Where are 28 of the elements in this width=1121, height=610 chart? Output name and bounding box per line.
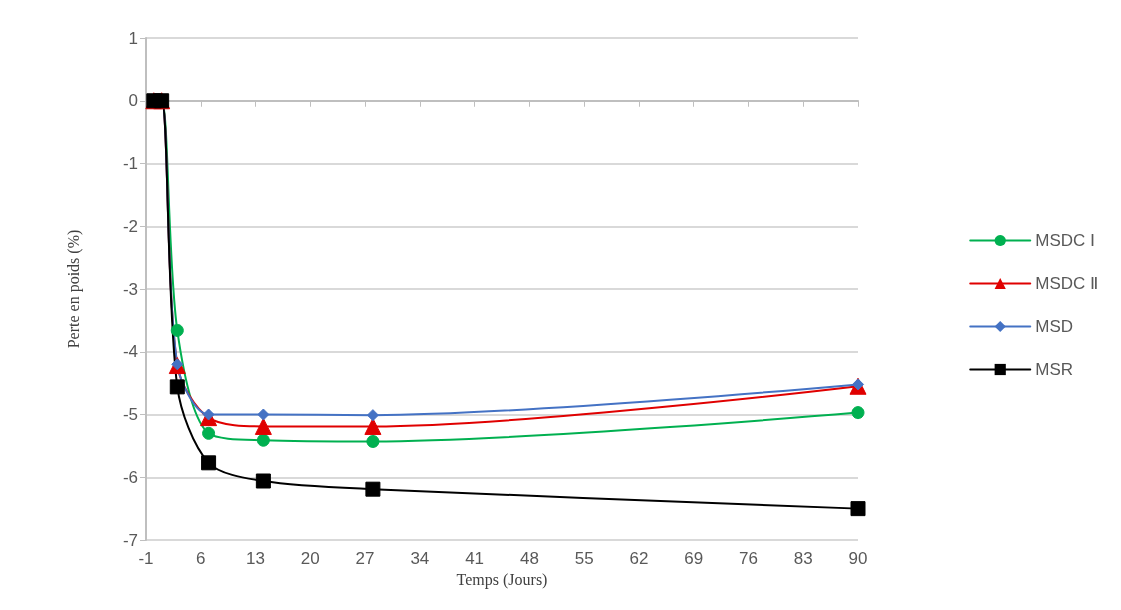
x-tick-label: 13 xyxy=(246,549,265,568)
y-tick-label: -4 xyxy=(122,342,138,362)
y-tick-label: -2 xyxy=(122,216,138,236)
x-tick-label: 27 xyxy=(355,549,375,568)
y-tick-label: -1 xyxy=(122,154,138,173)
legend-label: MSR xyxy=(1035,360,1073,379)
y-tick-label: -7 xyxy=(122,530,138,550)
x-tick-label: 90 xyxy=(848,549,868,568)
x-tick-label: 76 xyxy=(739,549,758,568)
x-tick-label: 6 xyxy=(196,549,206,568)
y-tick-label: 1 xyxy=(128,28,138,48)
y-axis-title: Perte en poids (%) xyxy=(64,229,83,349)
y-tick-label: 0 xyxy=(128,91,138,111)
x-tick-label: 48 xyxy=(519,549,539,568)
y-tick-label: -6 xyxy=(122,467,138,487)
x-tick-label: 62 xyxy=(629,549,649,568)
x-axis-title: Temps (Jours) xyxy=(456,571,548,590)
x-tick-label: 83 xyxy=(793,549,813,568)
x-tick-label: 34 xyxy=(410,549,430,568)
x-tick-label: 20 xyxy=(300,549,320,568)
x-tick-label: 69 xyxy=(684,549,704,568)
y-tick-label: -5 xyxy=(122,405,138,424)
y-tick-label: -3 xyxy=(122,279,138,299)
x-tick-label: 55 xyxy=(574,549,594,568)
legend-label: MSDC Ⅱ xyxy=(1035,274,1098,293)
legend-label: MSD xyxy=(1035,317,1073,336)
legend-label: MSDC Ⅰ xyxy=(1035,231,1095,250)
x-tick-label: 41 xyxy=(465,549,485,568)
